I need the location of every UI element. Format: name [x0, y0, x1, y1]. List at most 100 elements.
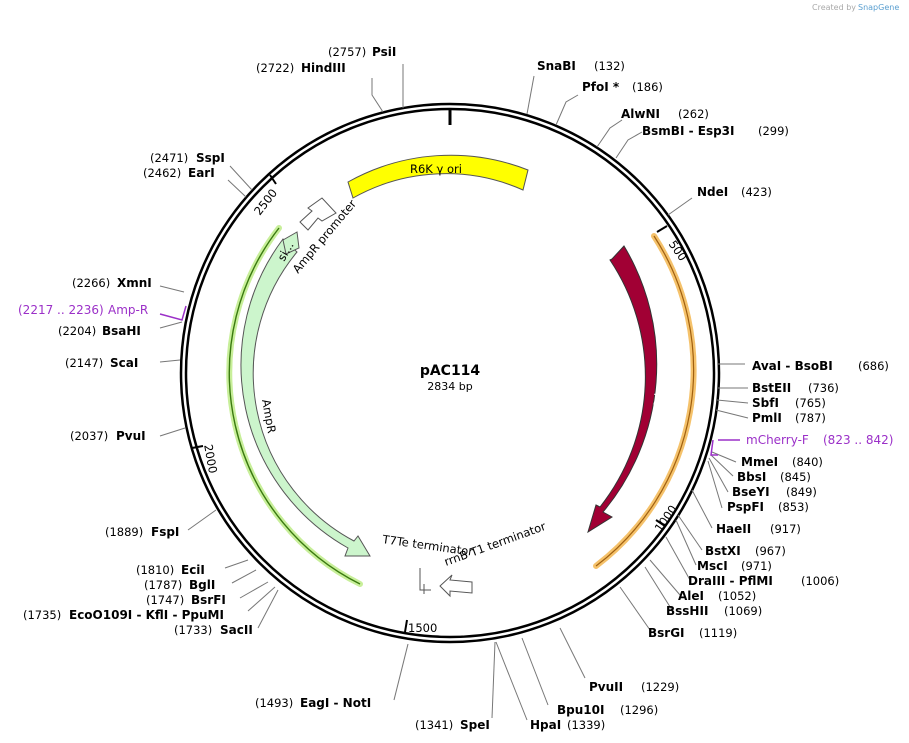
svg-text:FspI: FspI [151, 525, 179, 539]
site-bsmbi-esp3i[interactable]: BsmBI - Esp3I (299) [642, 124, 789, 138]
site-eagi-noti[interactable]: (1493) EagI - NotI [255, 696, 371, 710]
svg-text:(186): (186) [632, 80, 663, 94]
site-eari[interactable]: (2462) EarI [143, 166, 215, 180]
svg-text:ScaI: ScaI [110, 356, 138, 370]
svg-text:(1787): (1787) [144, 578, 182, 592]
site-pvuii[interactable]: PvuII (1229) [589, 680, 679, 694]
svg-text:(765): (765) [795, 396, 826, 410]
site-bsrfi[interactable]: (1747) BsrFI [146, 593, 226, 607]
site-xmni[interactable]: (2266) XmnI [72, 276, 152, 290]
credit-prefix: Created by [812, 3, 856, 12]
svg-text:HaeII: HaeII [716, 522, 751, 536]
svg-text:BstXI: BstXI [705, 544, 741, 558]
site-ndei[interactable]: NdeI (423) [697, 185, 772, 199]
credit-brand: SnapGene [858, 3, 899, 12]
svg-text:mCherry-F: mCherry-F [746, 433, 809, 447]
feature-signal[interactable] [282, 231, 300, 255]
svg-text:(1052): (1052) [718, 589, 756, 603]
svg-text:EciI: EciI [181, 563, 205, 577]
svg-text:BsrFI: BsrFI [191, 593, 226, 607]
svg-text:PmlI: PmlI [752, 411, 782, 425]
site-snabi[interactable]: SnaBI (132) [537, 59, 625, 73]
site-hindiii[interactable]: (2722) HindIII [256, 61, 346, 75]
svg-text:HindIII: HindIII [301, 61, 346, 75]
svg-text:HpaI: HpaI [530, 718, 561, 732]
svg-text:Amp-R: Amp-R [108, 303, 148, 317]
svg-text:(787): (787) [795, 411, 826, 425]
tick-label-2000: 2000 [201, 443, 220, 474]
site-haeii[interactable]: HaeII (917) [716, 522, 801, 536]
site-sbfi[interactable]: SbfI (765) [752, 396, 826, 410]
site-bsshii[interactable]: BssHII (1069) [666, 604, 762, 618]
svg-text:BsaHI: BsaHI [102, 324, 141, 338]
site-ecoo109i-kfli-ppumi[interactable]: (1735) EcoO109I - KflI - PpuMI [23, 608, 224, 622]
site-mmei[interactable]: MmeI (840) [741, 455, 823, 469]
feature-e2-crimson-label: E2-Crimson [649, 361, 669, 428]
svg-text:(262): (262) [678, 107, 709, 121]
site-bsahi[interactable]: (2204) BsaHI [58, 324, 141, 338]
svg-text:(2204): (2204) [58, 324, 96, 338]
svg-text:PspFI: PspFI [727, 500, 764, 514]
svg-text:(2147): (2147) [65, 356, 103, 370]
site-ecii[interactable]: (1810) EciI [136, 563, 205, 577]
svg-text:(849): (849) [786, 485, 817, 499]
site-pfoi[interactable]: PfoI * (186) [582, 80, 663, 94]
feature-r6k-ori[interactable] [347, 154, 529, 199]
svg-text:SacII: SacII [220, 623, 253, 637]
feature-e2-crimson[interactable] [587, 245, 658, 534]
site-bstxi[interactable]: BstXI (967) [705, 544, 786, 558]
svg-text:(917): (917) [770, 522, 801, 536]
svg-text:(2217 .. 2236): (2217 .. 2236) [18, 303, 104, 317]
svg-text:SbfI: SbfI [752, 396, 779, 410]
site-fspi[interactable]: (1889) FspI [105, 525, 179, 539]
svg-text:BsrGI: BsrGI [648, 626, 685, 640]
site-psii[interactable]: (2757) PsiI [328, 45, 396, 59]
site-alei[interactable]: AleI (1052) [678, 589, 756, 603]
ampr-strand [228, 227, 361, 585]
svg-text:(853): (853) [778, 500, 809, 514]
site-bsteii[interactable]: BstEII (736) [752, 381, 839, 395]
feature-t7te-terminator[interactable] [419, 568, 431, 594]
site-draiii-pflmi[interactable]: DraIII - PflMI (1006) [688, 574, 839, 588]
svg-text:(2757): (2757) [328, 45, 366, 59]
site-spei[interactable]: (1341) SpeI [415, 718, 490, 732]
svg-text:(1119): (1119) [699, 626, 737, 640]
feature-ampr-label: AmpR [259, 398, 279, 434]
primer-amp-r[interactable]: (2217 .. 2236) Amp-R [18, 303, 148, 317]
svg-text:SspI: SspI [196, 151, 225, 165]
site-bbsi[interactable]: BbsI (845) [737, 470, 811, 484]
site-scai[interactable]: (2147) ScaI [65, 356, 138, 370]
backbone-outer-circle [179, 102, 721, 644]
svg-text:BsmBI - Esp3I: BsmBI - Esp3I [642, 124, 734, 138]
site-bpu10i[interactable]: Bpu10I (1296) [557, 703, 658, 717]
feature-ampr[interactable] [240, 238, 371, 557]
site-bsrgi[interactable]: BsrGI (1119) [648, 626, 737, 640]
svg-text:BssHII: BssHII [666, 604, 708, 618]
feature-ampr-promoter[interactable] [299, 197, 337, 231]
svg-text:(1493): (1493) [255, 696, 293, 710]
backbone-inner-circle [184, 107, 716, 639]
site-pvui[interactable]: (2037) PvuI [70, 429, 146, 443]
svg-text:(2471): (2471) [150, 151, 188, 165]
site-avai-bsobi[interactable]: AvaI - BsoBI (686) [752, 359, 889, 373]
svg-text:(1006): (1006) [801, 574, 839, 588]
feature-rrnb-t1-terminator[interactable] [439, 574, 473, 598]
site-sacii[interactable]: (1733) SacII [174, 623, 253, 637]
site-msci[interactable]: MscI (971) [697, 559, 772, 573]
site-sspi[interactable]: (2471) SspI [150, 151, 225, 165]
svg-text:(2037): (2037) [70, 429, 108, 443]
svg-text:MscI: MscI [697, 559, 728, 573]
svg-text:BstEII: BstEII [752, 381, 791, 395]
site-bgli[interactable]: (1787) BglI [144, 578, 215, 592]
site-hpai[interactable]: HpaI (1339) [530, 718, 605, 732]
site-pmli[interactable]: PmlI (787) [752, 411, 826, 425]
svg-text:(2462): (2462) [143, 166, 181, 180]
site-pspfi[interactable]: PspFI (853) [727, 500, 809, 514]
svg-text:(1810): (1810) [136, 563, 174, 577]
svg-text:(1889): (1889) [105, 525, 143, 539]
site-bseyi[interactable]: BseYI (849) [732, 485, 817, 499]
svg-text:AvaI - BsoBI: AvaI - BsoBI [752, 359, 833, 373]
primer-mcherry-f[interactable]: mCherry-F (823 .. 842) [746, 433, 893, 447]
site-alwni[interactable]: AlwNI (262) [621, 107, 709, 121]
